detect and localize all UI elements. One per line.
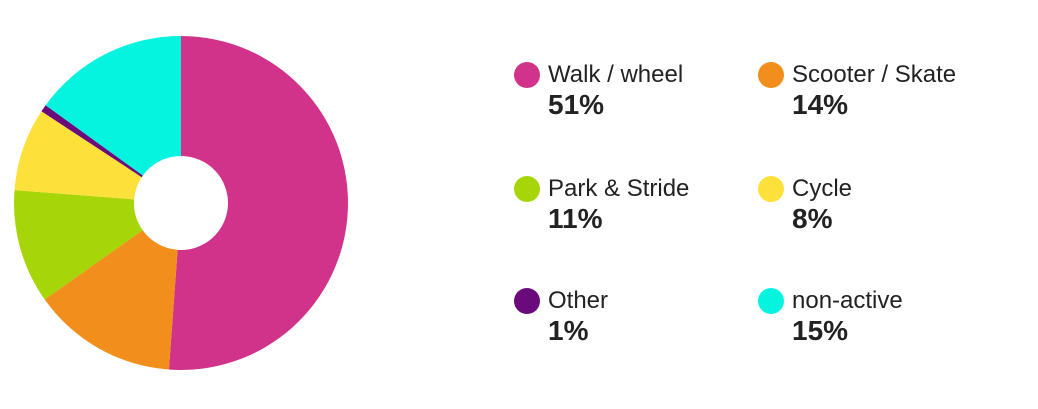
donut-slice-walk-wheel — [168, 36, 349, 370]
legend-label-other: Other — [548, 287, 609, 314]
legend-label-non-active: non-active — [792, 287, 903, 314]
legend-label-cycle: Cycle — [792, 175, 853, 202]
legend-value-scooter-skate: 14% — [792, 89, 849, 120]
legend-swatch-cycle — [758, 176, 784, 202]
legend-item-park-stride: Park & Stride 11% — [514, 174, 754, 244]
legend-label-walk-wheel: Walk / wheel — [548, 61, 684, 88]
legend-value-park-stride: 11% — [548, 203, 603, 234]
legend-item-other: Other 1% — [514, 286, 754, 356]
legend-swatch-other — [514, 288, 540, 314]
legend-label-scooter-skate: Scooter / Skate — [792, 61, 957, 88]
donut-slice-other — [41, 105, 143, 178]
legend-item-non-active: non-active 15% — [758, 286, 998, 356]
legend-value-other: 1% — [548, 315, 589, 346]
legend-swatch-walk-wheel — [514, 62, 540, 88]
donut-slices — [13, 36, 349, 370]
donut-chart — [0, 0, 500, 409]
legend-swatch-non-active — [758, 288, 784, 314]
donut-slice-scooter-skate — [44, 230, 178, 370]
chart-legend: Walk / wheel 51% Scooter / Skate 14% Par… — [514, 60, 1014, 360]
legend-value-non-active: 15% — [792, 315, 849, 346]
donut-chart-svg — [13, 36, 349, 370]
legend-swatch-scooter-skate — [758, 62, 784, 88]
legend-item-cycle: Cycle 8% — [758, 174, 998, 244]
legend-item-scooter-skate: Scooter / Skate 14% — [758, 60, 998, 130]
donut-slice-park-stride — [13, 190, 143, 300]
donut-slice-non-active — [45, 36, 181, 176]
legend-label-park-stride: Park & Stride — [548, 175, 690, 202]
legend-swatch-park-stride — [514, 176, 540, 202]
legend-value-cycle: 8% — [792, 203, 833, 234]
legend-item-walk-wheel: Walk / wheel 51% — [514, 60, 754, 130]
legend-value-walk-wheel: 51% — [548, 89, 605, 120]
donut-slice-cycle — [14, 111, 142, 200]
